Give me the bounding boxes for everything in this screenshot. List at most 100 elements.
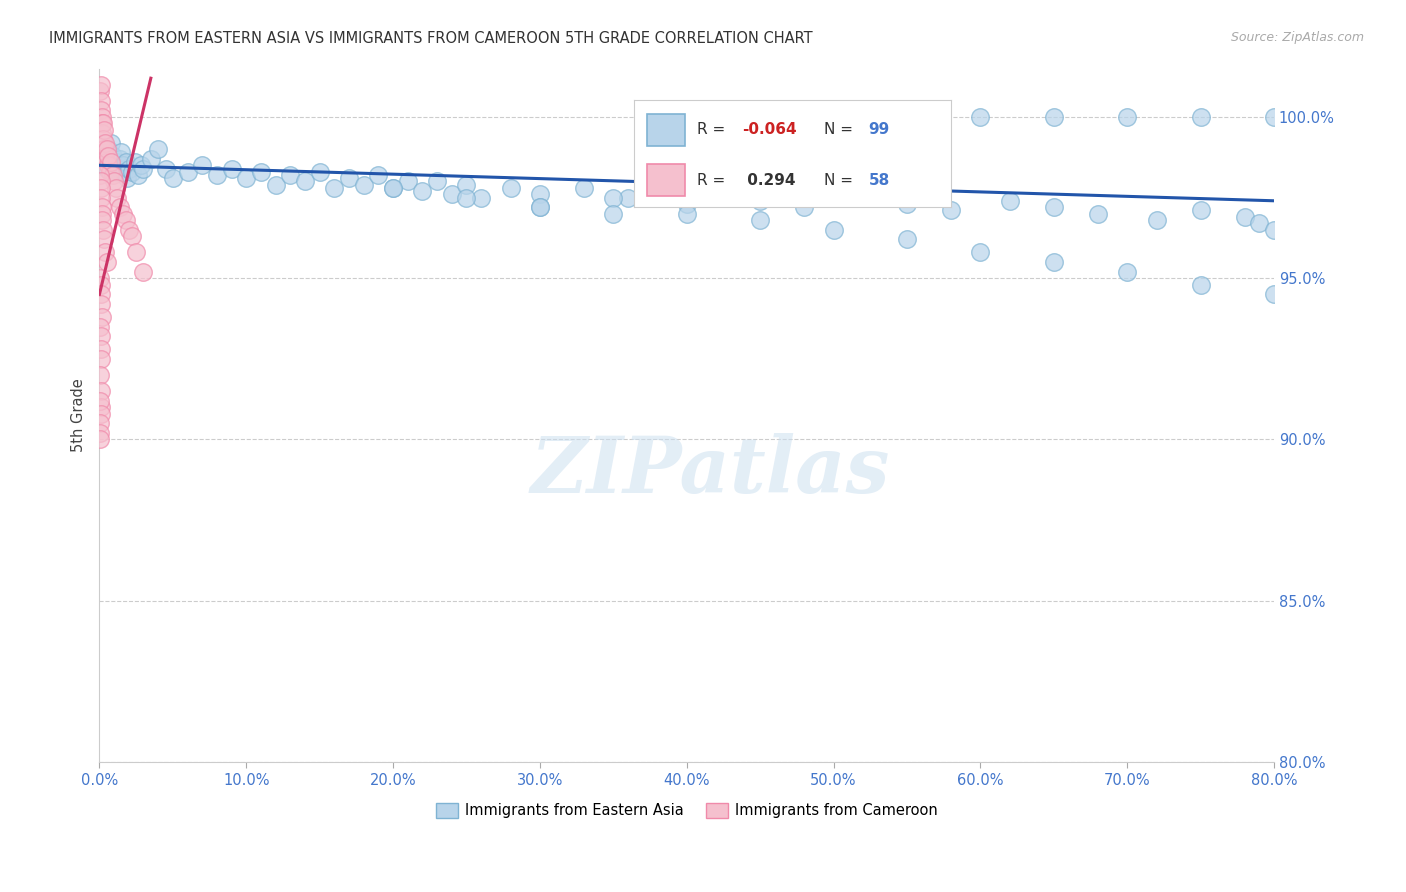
Point (90, 401, 112, 415)
Point (1146, 213, 1168, 227)
Point (94, 139, 117, 153)
Point (90, 200, 112, 214)
Point (367, 168, 389, 182)
Point (456, 178, 478, 192)
Point (572, 181, 595, 195)
Point (96, 148, 118, 162)
Point (101, 168, 124, 182)
Point (852, 190, 875, 204)
Point (89, 433, 111, 447)
Point (896, 110, 918, 124)
Point (98, 152, 121, 166)
Point (1116, 265, 1139, 279)
Point (111, 158, 134, 172)
Point (93, 142, 115, 156)
Point (1263, 223, 1285, 237)
Point (396, 174, 419, 188)
Point (90, 287, 112, 301)
Point (118, 223, 141, 237)
Point (107, 161, 129, 176)
Point (90, 329, 112, 343)
Point (353, 178, 375, 192)
Point (294, 174, 316, 188)
Point (90, 407, 112, 421)
Point (90, 103, 112, 118)
Point (939, 203, 962, 218)
Text: ZIPatlas: ZIPatlas (530, 433, 890, 509)
Point (470, 190, 492, 204)
Point (108, 152, 131, 166)
Point (93, 123, 115, 137)
Point (602, 207, 624, 221)
Point (90, 277, 112, 292)
Point (90, 78, 112, 92)
Point (250, 165, 273, 179)
Point (89, 168, 111, 182)
Point (529, 200, 551, 214)
Y-axis label: 5th Grade: 5th Grade (72, 378, 86, 452)
Point (602, 190, 624, 204)
Point (411, 184, 433, 198)
Point (96, 158, 118, 172)
Point (90, 94, 112, 108)
Point (94, 136, 117, 150)
Point (89, 417, 111, 431)
Point (90, 158, 112, 172)
Point (1042, 110, 1064, 124)
Point (1189, 203, 1212, 218)
Point (97, 148, 120, 162)
Point (823, 223, 845, 237)
Point (100, 136, 122, 150)
Point (89, 319, 111, 334)
Point (176, 165, 198, 179)
Point (382, 181, 405, 195)
Point (264, 178, 287, 192)
Point (90, 384, 112, 398)
Point (124, 155, 146, 169)
Point (97, 142, 120, 156)
Point (704, 187, 727, 202)
Point (749, 194, 772, 208)
Point (793, 200, 815, 214)
Point (110, 145, 132, 160)
Point (90, 351, 112, 366)
Point (89, 368, 111, 382)
Point (93, 145, 115, 160)
Point (91, 207, 114, 221)
Point (529, 187, 551, 202)
Point (125, 245, 148, 260)
Point (1116, 110, 1139, 124)
Point (1263, 110, 1285, 124)
Text: Source: ZipAtlas.com: Source: ZipAtlas.com (1230, 31, 1364, 45)
Point (115, 155, 138, 169)
Point (1249, 216, 1271, 230)
Point (1087, 207, 1109, 221)
Point (93, 232, 115, 246)
Point (675, 190, 697, 204)
Point (90, 310, 112, 324)
Point (89, 84, 111, 98)
Point (105, 190, 128, 204)
Point (89, 271, 111, 285)
Point (91, 116, 114, 130)
Point (617, 190, 640, 204)
Point (129, 158, 152, 172)
Point (117, 171, 139, 186)
Point (1042, 200, 1064, 214)
Point (132, 161, 155, 176)
Point (90, 181, 112, 195)
Point (1189, 110, 1212, 124)
Point (426, 174, 449, 188)
Point (94, 152, 117, 166)
Point (308, 165, 330, 179)
Point (101, 148, 124, 162)
Point (91, 116, 114, 130)
Point (90, 110, 112, 124)
Point (278, 168, 301, 182)
Point (1042, 255, 1064, 269)
Point (132, 265, 155, 279)
Point (998, 194, 1021, 208)
Point (118, 161, 141, 176)
Point (96, 161, 118, 176)
Point (896, 232, 918, 246)
